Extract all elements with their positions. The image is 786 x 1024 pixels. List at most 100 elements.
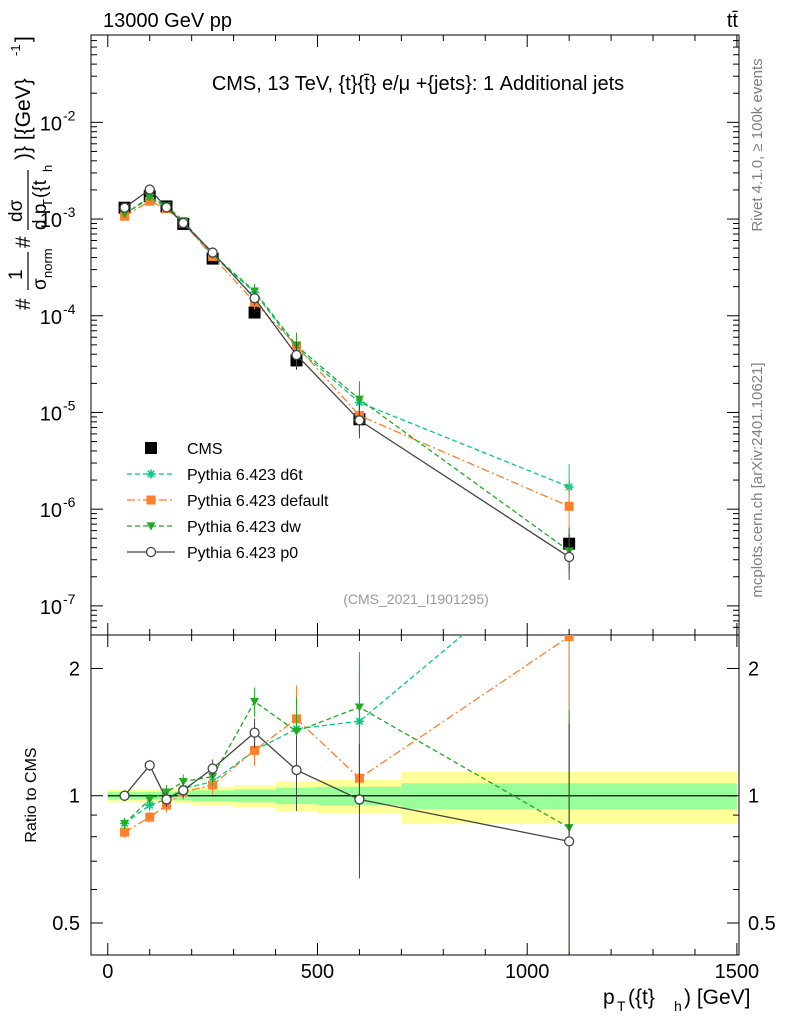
ratio-y-ticks: 0.5 0.5 1 1 2 2 xyxy=(52,658,776,935)
ratio-point xyxy=(291,764,302,776)
y-label-dpt: d p xyxy=(30,204,51,230)
main-y-tick-label: 10 xyxy=(40,500,62,522)
ratio-point xyxy=(145,800,155,810)
main-y-tick-label: 10 xyxy=(40,113,62,135)
ratio-y-tick-label-right: 1 xyxy=(748,786,759,808)
ratio-line xyxy=(124,700,570,829)
ratio-point xyxy=(207,763,218,774)
main-y-tick-exponent: -6 xyxy=(63,494,76,510)
data-point xyxy=(207,247,218,258)
ratio-point xyxy=(563,836,575,847)
x-label-p: p xyxy=(603,986,615,1009)
x-label-h-sub: h xyxy=(674,998,682,1014)
x-label-paren: ({t} xyxy=(628,986,655,1009)
main-y-tick-label: 10 xyxy=(40,210,62,232)
ratio-y-label: Ratio to CMS xyxy=(23,747,40,842)
main-y-tick-exponent: -2 xyxy=(63,107,76,123)
main-y-axis-label: # 1 σ norm # dσ d p T ({t h )} [{GeV} -1… xyxy=(6,36,55,310)
y-label-paren: ({t xyxy=(30,179,51,198)
ratio-point xyxy=(250,745,260,755)
main-series-pythia-6-423-p0 xyxy=(119,184,575,580)
ratio-x-tick-label: 1500 xyxy=(715,961,760,983)
main-y-tick-exponent: -3 xyxy=(63,204,76,220)
main-y-tick-exponent: -5 xyxy=(63,397,76,413)
ratio-y-tick-label-left: 0.5 xyxy=(52,913,80,935)
ratio-x-tick-label: 1000 xyxy=(505,961,550,983)
ratio-x-axis-label: p T ({t} h ) [GeV] xyxy=(603,986,751,1014)
legend-label: Pythia 6.423 p0 xyxy=(187,545,298,562)
ratio-point xyxy=(120,827,130,837)
y-label-unit-exp: -1 xyxy=(8,44,23,56)
legend-item: Pythia 6.423 d6t xyxy=(127,467,303,484)
x-label-t-sub: T xyxy=(617,998,626,1014)
main-series-group xyxy=(118,184,576,580)
main-y-ticks: 10-210-310-410-510-610-7 xyxy=(40,34,739,636)
data-point xyxy=(354,415,365,426)
y-label-hash2: # xyxy=(12,236,35,248)
mcplots-label: mcplots.cern.ch [arXiv:2401.10621] xyxy=(749,362,766,597)
y-label-close: ] xyxy=(12,36,35,42)
watermark: (CMS_2021_I1901295) xyxy=(343,591,489,607)
legend-marker xyxy=(146,522,156,531)
main-y-tick-label: 10 xyxy=(40,597,62,619)
legend-label: CMS xyxy=(187,441,223,458)
ratio-point xyxy=(145,795,155,804)
ratio-y-tick-label-right: 0.5 xyxy=(748,913,776,935)
x-label-units: ) [GeV] xyxy=(684,986,751,1009)
data-point xyxy=(119,202,130,213)
ratio-point xyxy=(178,778,188,787)
ratio-point xyxy=(119,790,130,801)
ratio-x-tick-label: 500 xyxy=(301,961,334,983)
ratio-point xyxy=(178,785,189,796)
data-point xyxy=(144,184,155,195)
process-label: tt̄ xyxy=(727,10,739,32)
ratio-point xyxy=(249,727,260,738)
ratio-y-tick-label-right: 2 xyxy=(748,658,759,680)
series-line xyxy=(124,200,570,507)
data-point xyxy=(120,210,130,219)
y-label-sigma: σ xyxy=(30,278,51,290)
main-y-tick-exponent: -4 xyxy=(63,301,76,317)
y-label-norm: norm xyxy=(40,248,55,278)
ratio-panel: 0.5 0.5 1 1 2 2 0 500 1000 1500 Ratio to CMS p T… xyxy=(23,634,776,1014)
legend-item: CMS xyxy=(145,441,223,458)
ratio-point xyxy=(354,703,364,712)
ratio-point xyxy=(250,697,260,707)
y-label-dsigma: dσ xyxy=(6,199,27,222)
data-point xyxy=(249,293,260,304)
legend-item: Pythia 6.423 p0 xyxy=(127,545,298,562)
ratio-x-tick-label: 0 xyxy=(102,961,113,983)
ratio-y-tick-label-left: 1 xyxy=(69,786,80,808)
main-panel: CMS, 13 TeV, {t}{t̄} e/μ +{jets}: 1 Addi… xyxy=(6,34,740,636)
ratio-point xyxy=(564,635,574,642)
data-point xyxy=(563,551,575,563)
legend-marker xyxy=(146,495,156,505)
data-point xyxy=(291,349,302,361)
data-point xyxy=(564,501,574,511)
ratio-uncertainty-bands xyxy=(107,771,737,824)
legend-item: Pythia 6.423 dw xyxy=(127,519,301,536)
ratio-x-ticks: 0 500 1000 1500 xyxy=(102,635,759,983)
legend-marker xyxy=(145,442,157,454)
ratio-frame xyxy=(90,634,740,956)
collision-label: 13000 GeV pp xyxy=(103,10,232,32)
legend-label: Pythia 6.423 default xyxy=(187,493,329,510)
rivet-version-label: Rivet 4.1.0, ≥ 100k events xyxy=(749,58,766,231)
data-point xyxy=(178,217,189,229)
legend: CMS Pythia 6.423 d6t Pythia 6.423 default P… xyxy=(127,441,329,562)
main-y-tick-label: 10 xyxy=(40,307,62,329)
y-label-hash: # xyxy=(12,298,35,310)
y-label-t-sub: T xyxy=(40,199,55,207)
data-point xyxy=(161,202,172,213)
ratio-series-group xyxy=(119,635,575,951)
ratio-point xyxy=(145,812,155,822)
legend-label: Pythia 6.423 d6t xyxy=(187,467,303,484)
y-label-h-sub: h xyxy=(40,165,55,172)
legend-marker xyxy=(145,546,157,558)
main-title: CMS, 13 TeV, {t}{t̄} e/μ +{jets}: 1 Addi… xyxy=(212,73,624,95)
ratio-point xyxy=(354,794,365,805)
y-label-units: )} [{GeV} xyxy=(12,78,35,160)
y-label-one: 1 xyxy=(6,269,27,280)
main-y-tick-exponent: -7 xyxy=(63,591,76,607)
legend-label: Pythia 6.423 dw xyxy=(187,519,301,536)
